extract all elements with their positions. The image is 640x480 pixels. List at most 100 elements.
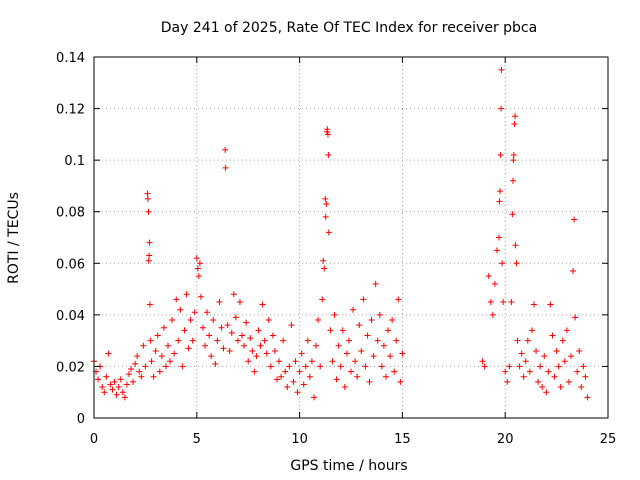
data-point (327, 327, 334, 334)
data-point (325, 229, 332, 236)
data-point (191, 309, 198, 316)
data-point (518, 350, 525, 357)
data-point (117, 376, 124, 383)
data-point (158, 353, 165, 360)
data-point (497, 151, 504, 158)
data-point (109, 386, 116, 393)
data-point (489, 311, 496, 318)
data-point (255, 327, 262, 334)
data-point (196, 260, 203, 267)
data-point (218, 324, 225, 331)
data-point (319, 296, 326, 303)
data-point (539, 384, 546, 391)
data-point (99, 384, 106, 391)
data-point (195, 273, 202, 280)
y-tick-label: 0.04 (56, 309, 85, 324)
data-point (535, 378, 542, 385)
data-point (376, 311, 383, 318)
data-point (259, 301, 266, 308)
x-tick-label: 0 (90, 432, 98, 447)
data-point (206, 332, 213, 339)
data-point (391, 368, 398, 375)
data-point (239, 332, 246, 339)
data-point (236, 298, 243, 305)
data-point (514, 337, 521, 344)
data-point (144, 195, 151, 202)
data-point (145, 257, 152, 264)
data-point (216, 298, 223, 305)
data-point (366, 378, 373, 385)
data-point (348, 368, 354, 375)
data-point (397, 378, 404, 385)
data-point (555, 363, 562, 370)
data-point (350, 306, 357, 313)
data-point (339, 327, 346, 334)
data-point (113, 391, 120, 398)
data-point (380, 342, 387, 349)
data-point (156, 368, 163, 375)
data-point (132, 360, 139, 367)
y-tick-label: 0.08 (56, 206, 85, 221)
data-point (183, 291, 190, 298)
data-point (284, 384, 291, 391)
data-point (335, 342, 342, 349)
data-point (526, 368, 533, 375)
data-point (95, 376, 102, 383)
data-point (169, 317, 176, 324)
data-point (541, 353, 548, 360)
data-point (553, 347, 560, 354)
x-axis: 0 5 10 15 20 25 (90, 57, 616, 447)
data-point (491, 280, 498, 287)
data-point (510, 177, 517, 184)
data-point (570, 268, 577, 275)
data-point (337, 363, 344, 370)
data-point (290, 378, 297, 385)
data-point (533, 347, 540, 354)
data-point (557, 384, 564, 391)
data-point (372, 280, 379, 287)
data-point (234, 337, 241, 344)
data-point (530, 301, 537, 308)
data-point (322, 195, 329, 202)
data-point (125, 371, 132, 378)
data-point (313, 342, 320, 349)
y-tick-label: 0.14 (56, 51, 85, 66)
x-tick-label: 25 (600, 432, 617, 447)
data-point (382, 373, 389, 380)
data-point (148, 358, 155, 365)
data-point (128, 366, 135, 373)
data-point (308, 358, 315, 365)
data-point (563, 327, 570, 334)
data-point (245, 358, 252, 365)
data-point (378, 363, 385, 370)
data-point (512, 242, 519, 249)
data-point (571, 216, 578, 223)
data-point (150, 373, 157, 380)
data-point (502, 368, 509, 375)
data-point (111, 378, 118, 385)
data-point (481, 363, 488, 370)
y-tick-label: 0.06 (56, 257, 85, 272)
data-point (331, 311, 338, 318)
data-point (197, 293, 204, 300)
data-point (510, 157, 517, 164)
data-point (177, 306, 184, 313)
data-point (506, 363, 513, 370)
data-point (251, 368, 258, 375)
data-point (559, 337, 566, 344)
data-point (549, 332, 556, 339)
data-point (364, 332, 371, 339)
data-point (115, 384, 122, 391)
data-point (324, 126, 331, 133)
data-point (134, 353, 141, 360)
data-point (253, 353, 260, 360)
data-point (387, 353, 394, 360)
data-point (210, 317, 217, 324)
data-point (101, 389, 108, 396)
data-point (145, 208, 152, 215)
data-point (485, 273, 492, 280)
data-point (509, 211, 516, 218)
data-point (504, 378, 511, 385)
data-point (222, 146, 229, 153)
